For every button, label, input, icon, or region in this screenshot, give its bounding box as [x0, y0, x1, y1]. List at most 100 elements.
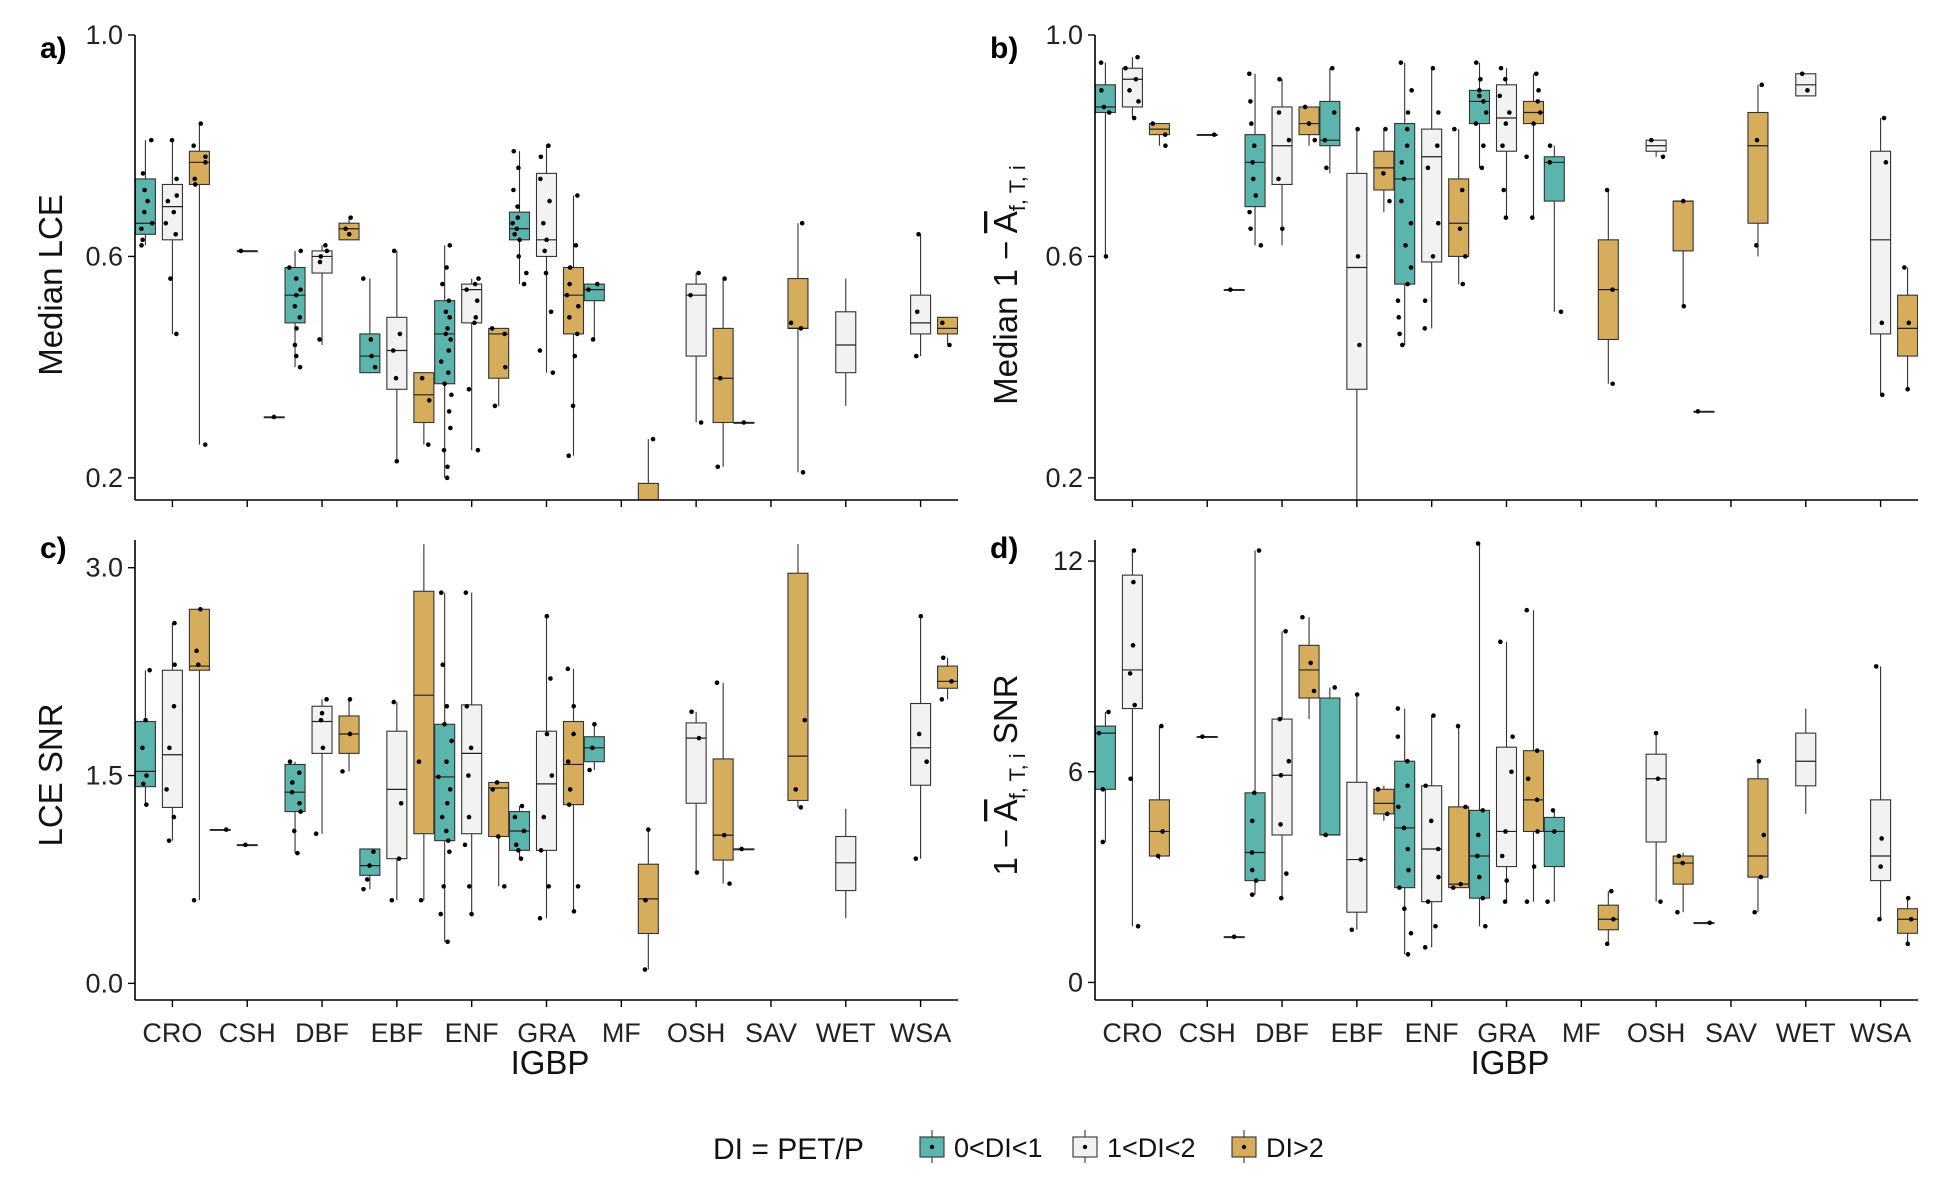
data-point: [192, 176, 198, 182]
data-point: [1799, 71, 1805, 77]
data-point: [174, 193, 180, 198]
data-point: [715, 464, 721, 470]
data-point: [1403, 243, 1408, 248]
data-point: [472, 320, 477, 326]
data-point: [1655, 776, 1661, 782]
data-point: [565, 759, 571, 764]
box-gra-g1: [1468, 60, 1491, 171]
data-point: [1534, 797, 1540, 803]
data-point: [802, 717, 808, 723]
data-point: [949, 679, 954, 684]
data-point: [1423, 783, 1428, 789]
data-point: [1283, 628, 1288, 634]
data-point: [1162, 132, 1168, 137]
data-point: [541, 220, 546, 226]
data-point: [587, 767, 592, 773]
data-point: [1610, 287, 1615, 292]
data-point: [297, 364, 303, 370]
data-point: [203, 154, 208, 160]
panel-3-plot: 0.0 1.5 3.0 CRO CSH DBF EBF ENF GRA MF OSH SAV WET WS…: [85, 540, 958, 1048]
data-point: [575, 193, 580, 198]
data-point: [1425, 899, 1431, 904]
data-point: [1401, 825, 1407, 831]
data-point: [542, 248, 547, 254]
y-tick-label: 0: [1068, 967, 1083, 997]
data-point: [721, 832, 727, 838]
data-point: [297, 770, 302, 776]
data-point: [1397, 331, 1402, 337]
box-wsa-g2: [1870, 115, 1892, 398]
data-point: [445, 800, 450, 806]
data-point: [473, 315, 479, 320]
data-point: [490, 787, 495, 792]
y-tick-label: 12: [1053, 546, 1083, 576]
data-point: [361, 276, 366, 281]
data-point: [1332, 685, 1338, 690]
box-enf-g2: [461, 590, 483, 917]
data-point: [1278, 895, 1284, 901]
data-point: [466, 386, 472, 392]
box-body: [461, 704, 483, 835]
data-point: [1503, 829, 1508, 834]
data-point: [1534, 71, 1539, 77]
data-point: [1483, 110, 1489, 115]
data-point: [139, 243, 144, 248]
data-point: [343, 226, 348, 232]
data-point: [1406, 867, 1411, 873]
box-sav-g3: [787, 220, 809, 475]
data-point: [443, 331, 449, 337]
data-point: [567, 281, 572, 287]
data-point: [1405, 846, 1411, 852]
data-point: [1276, 110, 1282, 115]
box-sav-g3: [1747, 758, 1769, 915]
box-cro-g3: [188, 606, 210, 903]
data-point: [565, 666, 571, 672]
data-point: [576, 303, 581, 309]
data-point: [1130, 643, 1136, 648]
data-point: [1524, 899, 1530, 904]
box-ebf-g1: [359, 276, 381, 374]
box-mf-g1: [583, 281, 605, 342]
data-point: [1707, 920, 1713, 926]
box-dbf-g1: [1244, 71, 1266, 248]
data-point: [418, 897, 424, 903]
data-point: [573, 243, 579, 248]
data-point: [324, 248, 330, 254]
data-point: [1422, 298, 1428, 304]
data-point: [294, 292, 299, 298]
box-wsa-g3: [1897, 895, 1918, 947]
data-point: [566, 453, 572, 459]
data-point: [1480, 895, 1486, 901]
data-point: [524, 270, 529, 276]
data-point: [567, 265, 573, 270]
data-point: [1402, 906, 1407, 912]
data-point: [1433, 923, 1438, 929]
x-tick-label-sav: SAV: [745, 1018, 797, 1048]
data-point: [1878, 864, 1883, 869]
data-point: [1280, 226, 1285, 232]
data-point: [1758, 874, 1764, 880]
panel-d-ylabel-subscript: f, T, i: [1005, 753, 1030, 799]
box-body: [1468, 809, 1491, 899]
x-tick-label-gra: GRA: [1477, 1018, 1536, 1048]
data-point: [1430, 65, 1436, 71]
box-enf-g1: [434, 590, 456, 945]
data-point: [544, 237, 549, 243]
data-point: [1200, 734, 1205, 739]
data-point: [445, 370, 451, 375]
data-point: [425, 442, 431, 447]
data-point: [1404, 126, 1410, 132]
data-point: [1880, 392, 1885, 398]
box-wsa-g2: [910, 231, 932, 359]
x-tick-label-gra: GRA: [517, 1018, 576, 1048]
data-point: [442, 381, 447, 387]
data-point: [918, 613, 924, 619]
data-point: [694, 870, 700, 875]
data-point: [1355, 254, 1361, 259]
box-body: [685, 283, 707, 357]
x-tick-label-dbf: DBF: [1255, 1018, 1309, 1048]
data-point: [1354, 692, 1360, 697]
box-body: [1148, 799, 1170, 857]
data-point: [502, 331, 507, 337]
data-point: [367, 863, 372, 868]
